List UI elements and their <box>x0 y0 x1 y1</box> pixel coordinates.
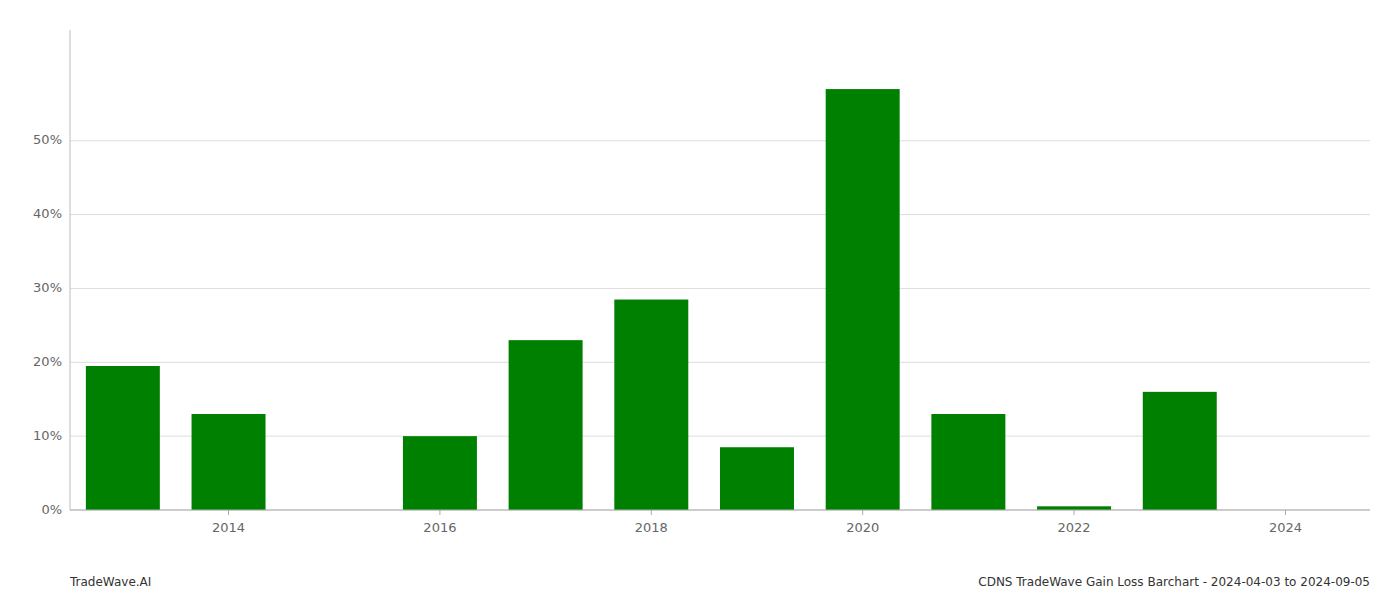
bar <box>86 366 160 510</box>
x-tick <box>862 510 863 515</box>
y-tick-label: 10% <box>33 428 62 443</box>
x-tick-label: 2014 <box>212 520 245 535</box>
chart: 0% 10% 20% 30% 40% 50% 2014 2016 2018 2020 2022 202… <box>0 0 1400 600</box>
y-axis-line <box>70 30 71 510</box>
bar <box>1143 392 1217 510</box>
grid-line <box>70 140 1370 141</box>
bar <box>826 89 900 510</box>
bar <box>931 414 1005 510</box>
footer-left: TradeWave.AI <box>69 575 151 589</box>
y-axis: 0% 10% 20% 30% 40% 50% <box>33 30 70 517</box>
footer-right: CDNS TradeWave Gain Loss Barchart - 2024… <box>978 575 1370 589</box>
bar <box>720 447 794 510</box>
bar <box>192 414 266 510</box>
x-tick-label: 2024 <box>1269 520 1302 535</box>
x-axis: 2014 2016 2018 2020 2022 2024 <box>70 510 1370 535</box>
x-tick-label: 2022 <box>1058 520 1091 535</box>
chart-container: 0% 10% 20% 30% 40% 50% 2014 2016 2018 2020 2022 202… <box>0 0 1400 600</box>
x-tick <box>228 510 229 515</box>
grid-line <box>70 510 1370 511</box>
bar <box>1037 506 1111 510</box>
x-tick <box>651 510 652 515</box>
x-tick-label: 2020 <box>846 520 879 535</box>
footer: TradeWave.AI CDNS TradeWave Gain Loss Bar… <box>69 575 1370 589</box>
grid-line <box>70 214 1370 215</box>
x-tick <box>1285 510 1286 515</box>
grid <box>70 141 1370 510</box>
x-axis-line <box>70 510 1370 511</box>
x-tick-label: 2016 <box>423 520 456 535</box>
x-tick <box>439 510 440 515</box>
y-tick-label: 0% <box>41 502 62 517</box>
grid-line <box>70 362 1370 363</box>
y-tick-label: 40% <box>33 206 62 221</box>
bar <box>614 300 688 510</box>
y-tick-label: 20% <box>33 354 62 369</box>
bar <box>403 436 477 510</box>
x-tick <box>1074 510 1075 515</box>
y-tick-label: 50% <box>33 132 62 147</box>
bars <box>86 89 1217 510</box>
grid-line <box>70 288 1370 289</box>
bar <box>509 340 583 510</box>
x-tick-label: 2018 <box>635 520 668 535</box>
y-tick-label: 30% <box>33 280 62 295</box>
